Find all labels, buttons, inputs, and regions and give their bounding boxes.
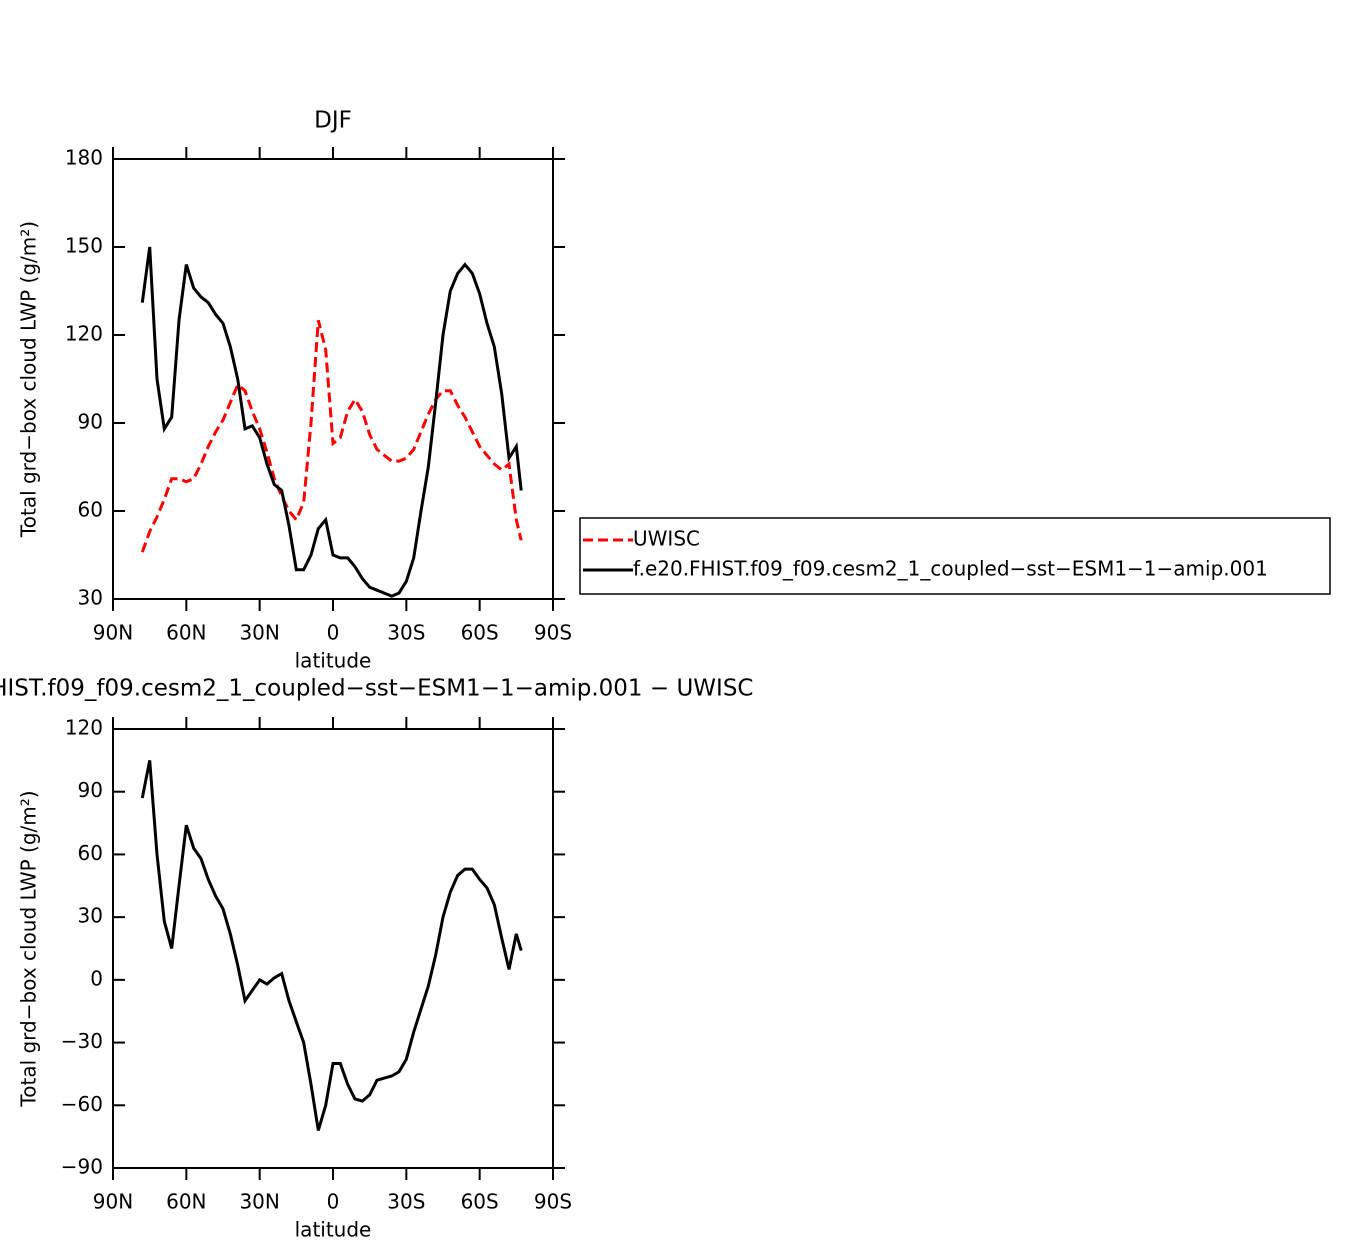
y-tick-label: 30 — [78, 904, 103, 928]
x-tick-label: 0 — [327, 1190, 340, 1214]
y-tick-label: 0 — [90, 966, 103, 990]
y-tick-label: 30 — [78, 586, 103, 610]
x-tick-label: 90N — [93, 621, 133, 645]
y-tick-label: 90 — [78, 778, 103, 802]
x-tick-label: 0 — [327, 621, 340, 645]
plot-frame — [112, 728, 554, 1169]
plot-frame — [112, 158, 554, 600]
y-tick-label: 150 — [65, 234, 103, 258]
y-tick-label: 60 — [78, 841, 103, 865]
y-tick-label: 60 — [78, 498, 103, 522]
x-tick-label: 30S — [387, 621, 425, 645]
x-axis-label: latitude — [295, 1218, 372, 1242]
y-tick-label: 120 — [65, 322, 103, 346]
x-axis-label: latitude — [295, 649, 372, 673]
y-tick-label: 180 — [65, 146, 103, 170]
x-tick-label: 60N — [166, 621, 206, 645]
y-axis-label: Total grd−box cloud LWP (g/m²) — [17, 221, 41, 538]
chart-title: f.e20.FHIST.f09_f09.cesm2_1_coupled−sst−… — [0, 676, 753, 702]
x-tick-label: 90N — [93, 1190, 133, 1214]
chart-title: DJF — [314, 108, 352, 134]
y-tick-label: −60 — [61, 1092, 103, 1116]
series-line — [140, 760, 523, 1131]
x-tick-label: 30N — [239, 1190, 279, 1214]
y-axis-label: Total grd−box cloud LWP (g/m²) — [17, 790, 41, 1107]
x-tick-label: 60N — [166, 1190, 206, 1214]
legend-box — [579, 517, 1331, 595]
series-line — [140, 246, 523, 598]
x-tick-label: 60S — [461, 621, 499, 645]
legend-label: f.e20.FHIST.f09_f09.cesm2_1_coupled−sst−… — [633, 557, 1268, 581]
legend-label: UWISC — [633, 527, 700, 551]
x-tick-label: 30N — [239, 621, 279, 645]
x-tick-label: 90S — [534, 621, 572, 645]
y-tick-label: −30 — [61, 1029, 103, 1053]
x-tick-label: 60S — [461, 1190, 499, 1214]
series-line — [140, 319, 523, 553]
y-tick-label: 120 — [65, 716, 103, 740]
x-tick-label: 90S — [534, 1190, 572, 1214]
x-tick-label: 30S — [387, 1190, 425, 1214]
y-tick-label: 90 — [78, 410, 103, 434]
y-tick-label: −90 — [61, 1155, 103, 1179]
